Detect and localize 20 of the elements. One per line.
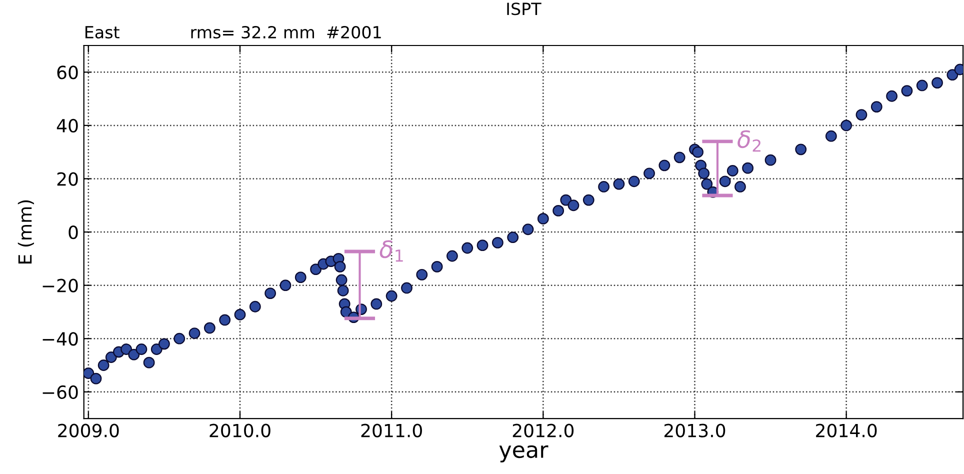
y-tick-label: −20 bbox=[42, 278, 78, 292]
text: rms= 32.2 mm #2001 bbox=[191, 26, 381, 39]
y-tick-label: −60 bbox=[42, 385, 78, 400]
x-tick-label: 2011.0 bbox=[361, 424, 422, 438]
chart-title: ISPT bbox=[507, 2, 542, 16]
y-tick-label: 0 bbox=[68, 225, 78, 240]
x-tick-label: 2010.0 bbox=[210, 424, 270, 438]
x-tick-label: 2009.0 bbox=[58, 424, 119, 438]
annotation: δ$_{2}$ bbox=[738, 130, 760, 152]
y-axis-title: E (mm) bbox=[18, 200, 34, 264]
text: East bbox=[86, 26, 120, 39]
x-tick-label: 2012.0 bbox=[512, 424, 574, 438]
y-tick-label: 20 bbox=[57, 172, 78, 186]
x-tick-label: 2013.0 bbox=[664, 424, 726, 438]
y-tick-label: 40 bbox=[56, 118, 78, 133]
annotation: δ$_{1}$ bbox=[380, 240, 403, 262]
y-tick-label: 60 bbox=[57, 66, 78, 80]
x-axis-title: year bbox=[499, 445, 548, 462]
y-tick-label: −40 bbox=[42, 332, 78, 346]
x-tick-label: 2014.0 bbox=[816, 424, 877, 438]
